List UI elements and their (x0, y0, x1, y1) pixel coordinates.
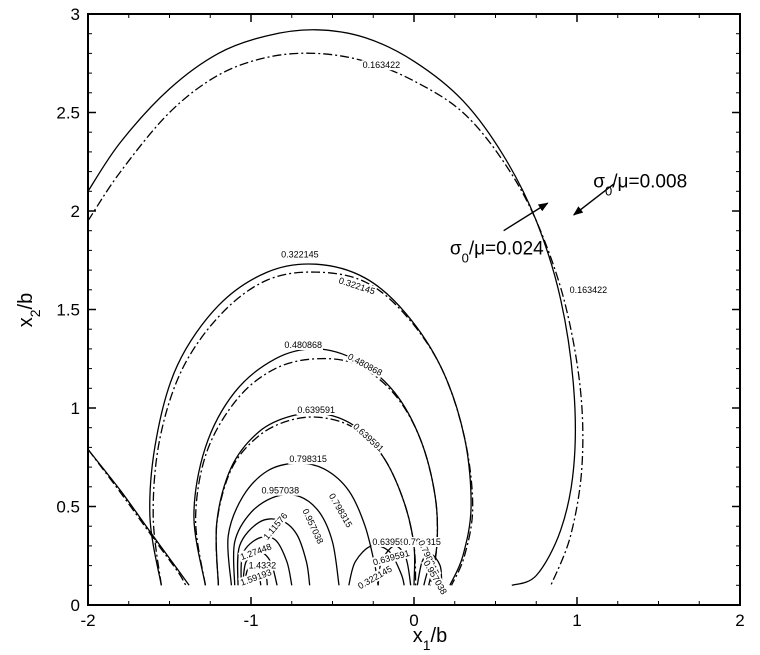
contour-label-bg (300, 506, 326, 547)
contour-label-bg (283, 340, 323, 350)
contour-label: 0.163422 (363, 60, 401, 70)
contour-label: 0.639591 (351, 421, 386, 454)
contour-label-group: 0.798315 (326, 490, 355, 531)
contour-labels: 0.1634220.1634220.3221450.3221450.480868… (237, 60, 609, 598)
contour-label-bg (280, 249, 320, 260)
contour-label: 0.480868 (284, 340, 322, 350)
contour-label-group: 0.639591 (370, 547, 412, 568)
contour-label-group: 0.798315 (288, 454, 328, 465)
x-tick-label: 0 (409, 611, 418, 630)
axes: -2 -1 0 1 2 0 0.5 1 1.5 2 2.5 3 (56, 5, 744, 630)
contour-label-bg (237, 541, 274, 563)
y-tick-label: 1 (71, 399, 80, 418)
contour-label-bg (350, 420, 387, 455)
annotation-arrow-1 (572, 182, 615, 216)
x-tick-label: -2 (80, 611, 95, 630)
y-tick-label: 0 (71, 596, 80, 615)
contour-label: 0.639591 (372, 537, 410, 547)
contour-line-solid-3 (193, 348, 439, 586)
y-tick-label: 1.5 (56, 301, 80, 320)
plot-area (87, 13, 741, 606)
contour-label-group: 0.163422 (361, 60, 402, 71)
contour-label-bg (260, 485, 301, 496)
plot-frame (87, 13, 741, 606)
y-tick-label: 2.5 (56, 104, 80, 123)
annotation-label-0: σ0/μ=0.024 (450, 238, 544, 265)
contour-label-group: 0.322145 (280, 249, 320, 260)
contour-line-solid-5 (227, 462, 379, 586)
y-tick-label: 2 (71, 202, 80, 221)
annotation-label-1: σ0/μ=0.008 (593, 171, 687, 198)
contour-line-dashdot-4 (215, 416, 417, 586)
contour-label: 0.639591 (297, 405, 335, 415)
contour-label: 0.957038 (300, 507, 325, 545)
contour-label: 0.798315 (289, 454, 327, 464)
contour-label-bg (260, 510, 291, 543)
contour-label-group: 1.4332 (247, 560, 278, 571)
contour-label-group: 0.639591 (371, 537, 411, 547)
contour-label-group: 0.957038 (260, 485, 301, 496)
contour-label-bg (355, 563, 395, 592)
x-tick-label: 2 (735, 611, 744, 630)
contour-line-solid-1 (87, 448, 190, 586)
contour-label-bg (288, 454, 328, 465)
contour-label-group: 0.639591 (296, 405, 336, 415)
contour-label: 1.4332 (249, 561, 277, 571)
contour-line-dashdot-0 (87, 52, 584, 586)
y-axis-title: x2/b (15, 293, 43, 327)
y-tick-label: 3 (71, 5, 80, 24)
contour-label-bg (296, 405, 336, 415)
contour-label: 0.639591 (372, 548, 411, 567)
contour-label: 0.957038 (262, 486, 300, 496)
contour-label-bg (237, 566, 274, 589)
contour-label-bg (370, 547, 412, 568)
contour-label: 0.480868 (346, 351, 384, 377)
contour-label-bg (371, 537, 411, 547)
contour-label: 0.163422 (570, 285, 608, 295)
contour-label: 0.322145 (281, 249, 319, 259)
x-axis-title: x1/b (413, 625, 447, 653)
contour-label-group: 0.163422 (568, 284, 609, 295)
contour-line-dashdot-1 (87, 449, 187, 586)
contour-label-group: 0.480868 (345, 351, 385, 379)
contour-label-group: 0.480868 (283, 340, 323, 350)
contour-label-group: 1.11576 (260, 510, 291, 543)
contour-label-bg (336, 275, 378, 297)
annotation-arrow-0 (503, 202, 549, 232)
x-tick-label: 1 (572, 611, 581, 630)
contour-label: 1.11576 (261, 511, 289, 542)
contour-label-group: 0.639591 (350, 420, 387, 455)
contour-label-bg (345, 351, 385, 379)
y-tick-label: 0.5 (56, 498, 80, 517)
contour-label-bg (361, 60, 402, 71)
annotations: σ0/μ=0.024 σ0/μ=0.008 (450, 171, 687, 264)
contour-line-dashdot-2 (152, 271, 474, 586)
contour-label-bg (420, 557, 450, 598)
contour-label-group: 0.957038 (300, 506, 326, 547)
contour-label: 1.27448 (239, 542, 273, 563)
contour-label: 0.798315 (327, 492, 354, 530)
contour-line-solid-2 (149, 263, 472, 586)
contour-label-bg (326, 490, 355, 531)
x-tick-label: -1 (243, 611, 258, 630)
contour-label-bg (247, 560, 278, 571)
contour-label-bg (568, 284, 609, 295)
contour-line-solid-0 (87, 29, 576, 586)
